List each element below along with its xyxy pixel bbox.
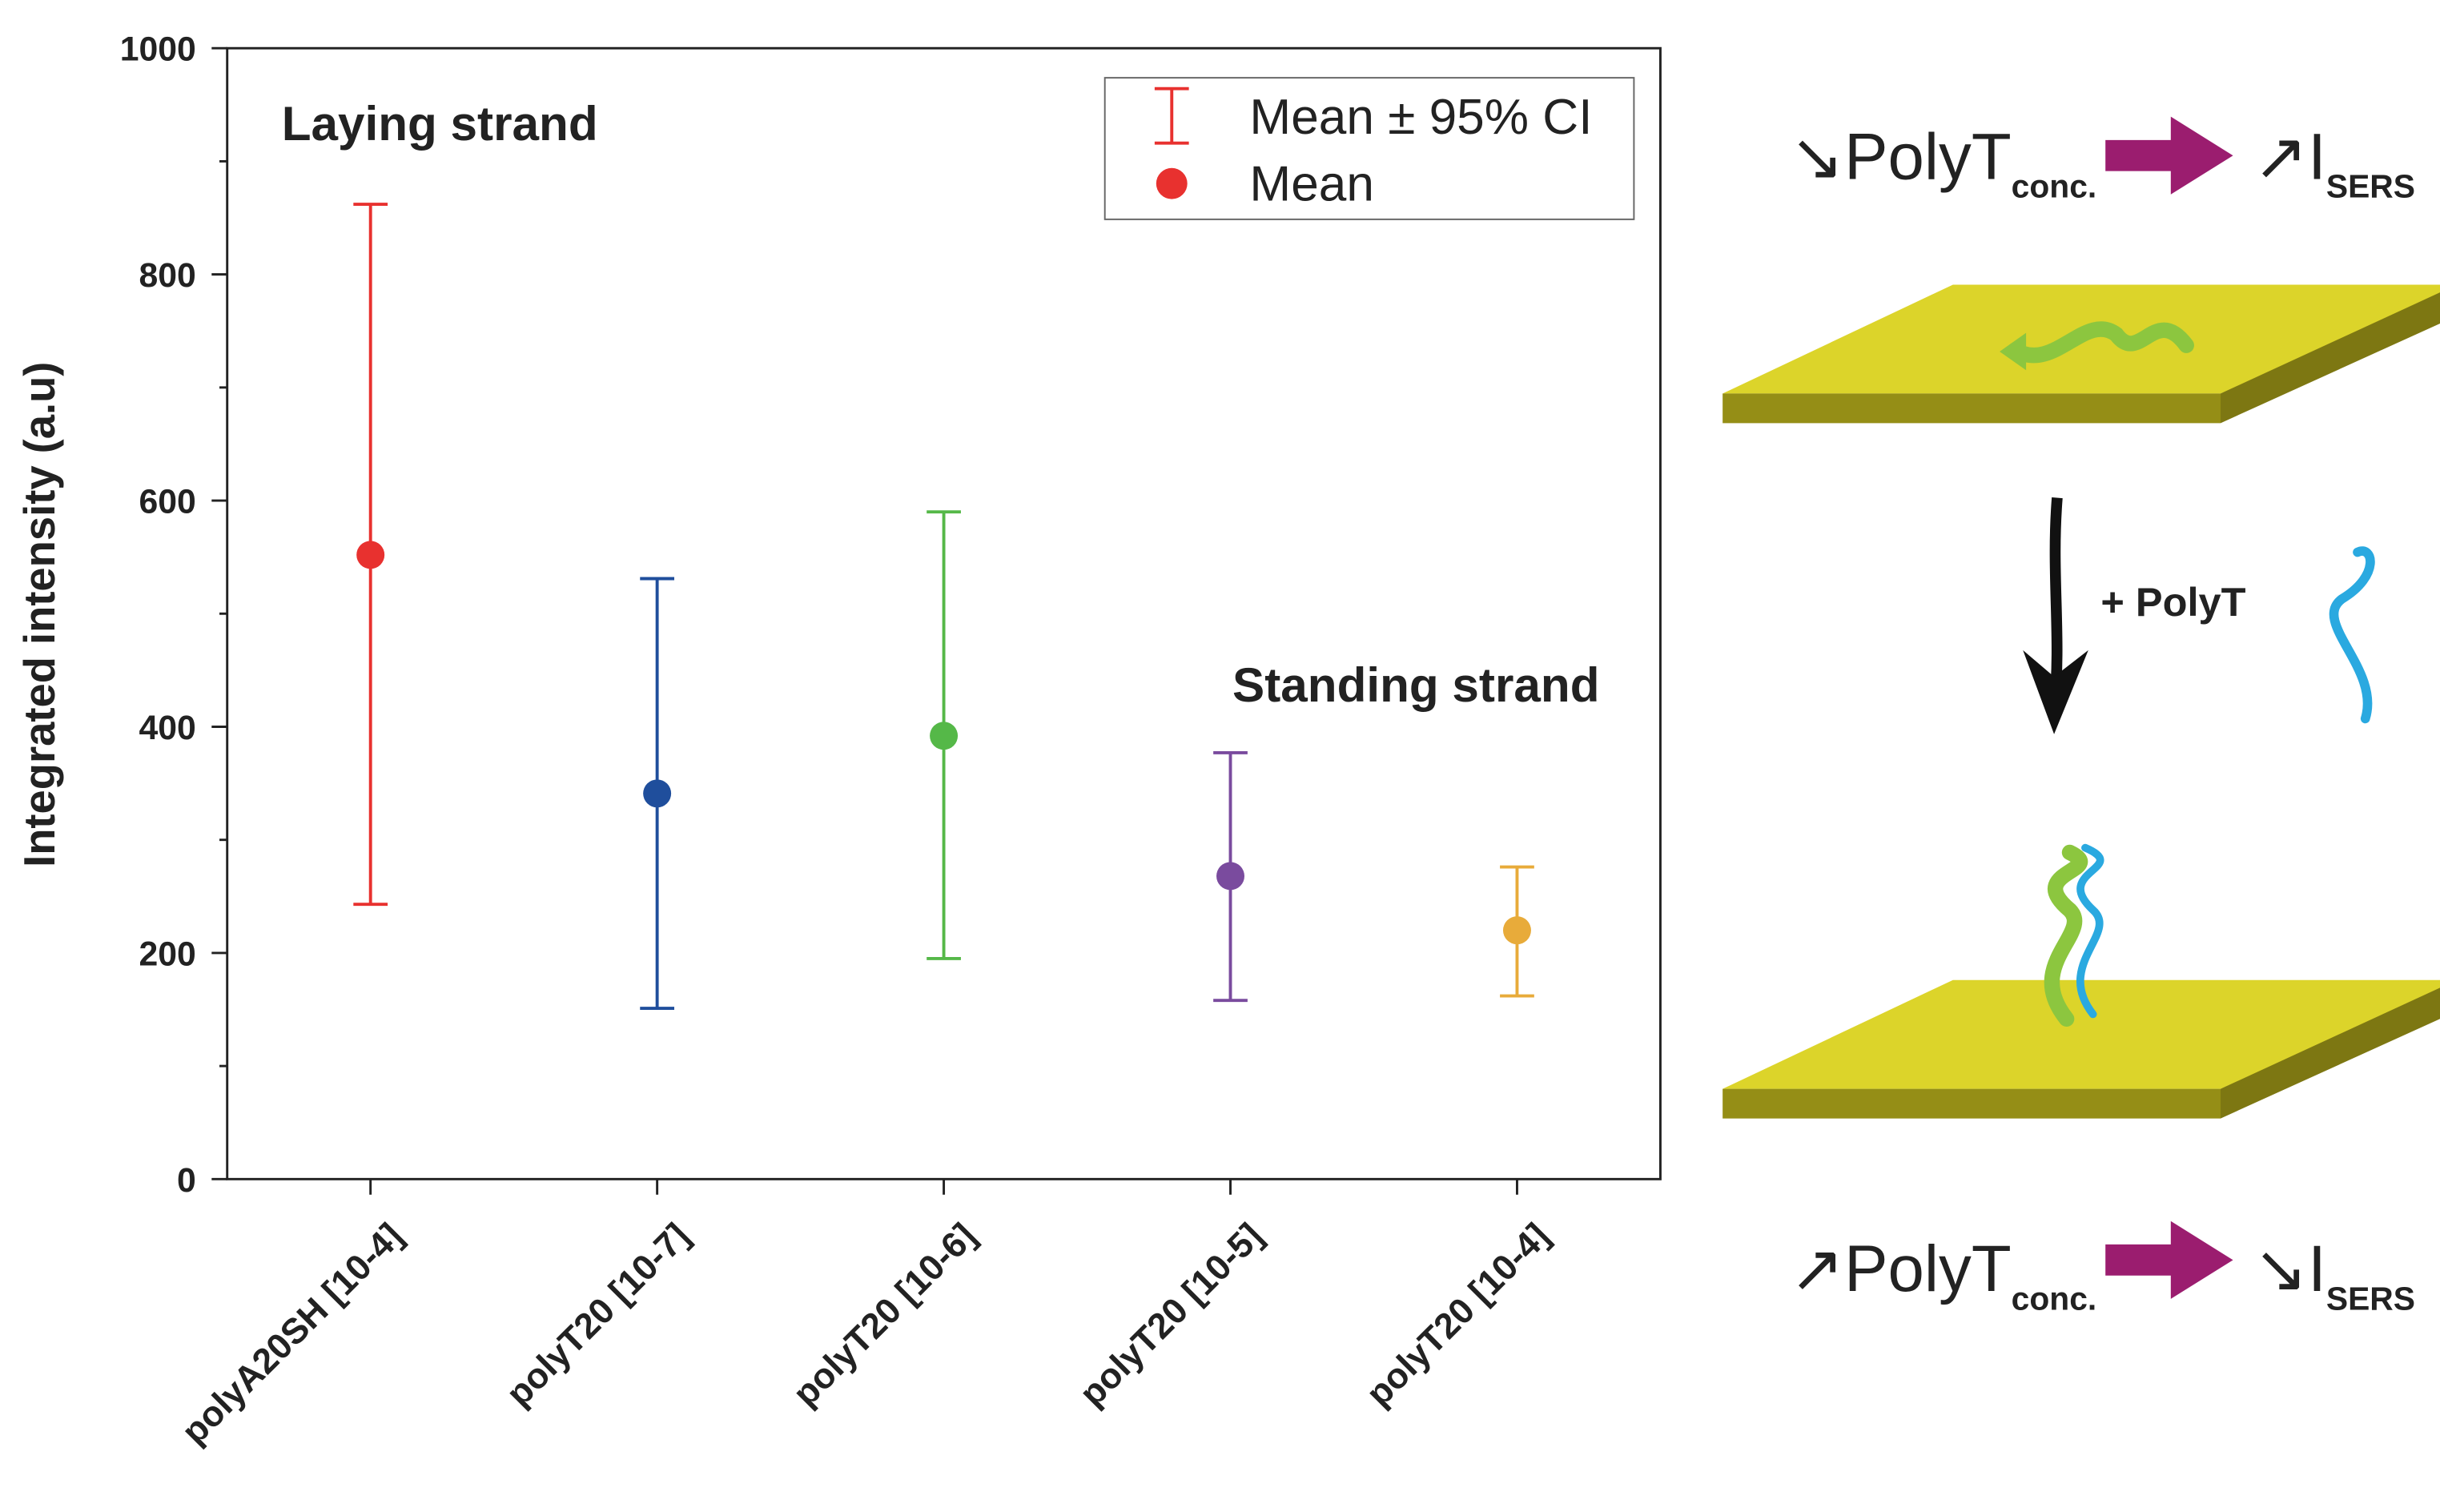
- diagram: ↘PolyTconc. ↗ISERS + PolyT ↗PolyTconc. ↘…: [1722, 116, 2440, 1317]
- legend-label: Mean: [1249, 157, 1374, 212]
- y-tick-label: 1000: [120, 30, 196, 69]
- annotation: Standing strand: [1232, 657, 1599, 712]
- intensity-sub: SERS: [2326, 1280, 2415, 1317]
- gold-plate: [1722, 979, 2440, 1089]
- y-tick-label: 200: [139, 935, 196, 973]
- x-tick-label: polyT20 [10-4]: [1359, 1216, 1557, 1414]
- concentration-text: ↘PolyT: [1790, 120, 2012, 193]
- intensity-label: ↗ISERS: [2253, 120, 2415, 204]
- strand-standing: [2044, 844, 2088, 1027]
- concentration-label: ↘PolyTconc.: [1790, 120, 2096, 204]
- strand-polyt: [2329, 546, 2375, 724]
- mean-point: [356, 541, 385, 569]
- x-tick-label: polyT20 [10-5]: [1072, 1216, 1270, 1414]
- effect-arrow: [2105, 116, 2233, 195]
- step-label: + PolyT: [2100, 579, 2245, 625]
- strand-end: [2000, 332, 2027, 371]
- y-tick-label: 600: [139, 483, 196, 521]
- strand-polyt-bound: [2076, 843, 2104, 1019]
- gold-plate-side: [2221, 292, 2440, 424]
- mean-point: [1502, 916, 1531, 945]
- concentration-sub: conc.: [2012, 168, 2097, 205]
- intensity-text: ↗I: [2253, 120, 2326, 193]
- intensity-text: ↘I: [2253, 1233, 2326, 1305]
- legend-label: Mean ± 95% CI: [1249, 90, 1592, 145]
- concentration-sub: conc.: [2012, 1280, 2097, 1317]
- intensity-label: ↘ISERS: [2253, 1233, 2415, 1317]
- x-tick-label: polyT20 [10-6]: [786, 1216, 983, 1414]
- legend-symbol: [1156, 167, 1188, 199]
- strand-laying: [2007, 321, 2194, 364]
- process-arrow-head: [2023, 649, 2088, 734]
- annotation: Laying strand: [282, 96, 598, 151]
- effect-arrow: [2105, 1220, 2233, 1299]
- mean-point: [1216, 862, 1245, 891]
- y-tick-label: 800: [139, 256, 196, 295]
- gold-plate-side: [1722, 1088, 2221, 1119]
- intensity-sub: SERS: [2326, 168, 2415, 205]
- mean-point: [930, 722, 959, 750]
- concentration-label: ↗PolyTconc.: [1790, 1233, 2096, 1317]
- x-tick-label: polyA20SH [10-4]: [175, 1216, 411, 1452]
- y-tick-label: 0: [177, 1161, 196, 1200]
- y-axis-label: Integrated intensity (a.u): [15, 362, 64, 867]
- legend: [1103, 77, 1635, 220]
- x-tick-label: polyT20 [10-7]: [499, 1216, 697, 1414]
- gold-plate-side: [2221, 987, 2440, 1119]
- mean-point: [643, 779, 672, 808]
- gold-plate-side: [1722, 393, 2221, 424]
- y-tick-label: 400: [139, 709, 196, 747]
- concentration-text: ↗PolyT: [1790, 1233, 2012, 1305]
